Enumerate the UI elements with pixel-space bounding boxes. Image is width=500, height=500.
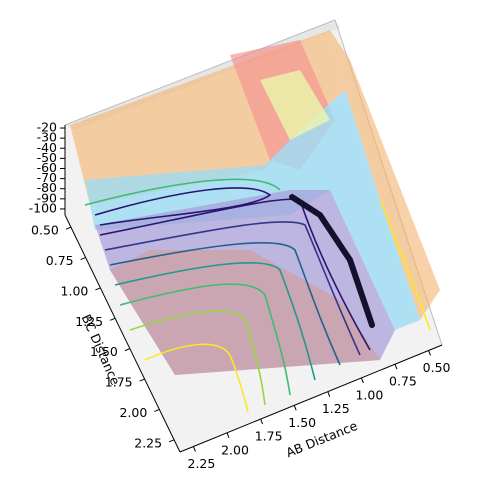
yticks-label: 2.00 bbox=[120, 405, 148, 420]
zticks-label: -20 bbox=[37, 120, 57, 135]
zticks-label: -50 bbox=[37, 150, 57, 165]
xticks-tick bbox=[260, 418, 264, 425]
xticks-label: 1.25 bbox=[322, 401, 350, 416]
yticks-tick bbox=[139, 378, 145, 382]
surface bbox=[70, 30, 440, 375]
yticks-label: 1.50 bbox=[90, 344, 118, 359]
zticks-label: -70 bbox=[37, 170, 57, 185]
xticks-tick bbox=[428, 350, 432, 356]
yticks-label: 0.50 bbox=[31, 223, 59, 238]
xticks-label: 0.50 bbox=[423, 360, 451, 375]
yticks-tick bbox=[168, 439, 175, 443]
zticks-label: -30 bbox=[37, 130, 57, 145]
xticks-tick bbox=[360, 377, 364, 384]
zticks-label: -100 bbox=[29, 200, 57, 215]
xticks-tick bbox=[226, 432, 230, 438]
yticks-label: 1.00 bbox=[61, 283, 89, 298]
yticks-label: 1.25 bbox=[75, 314, 103, 329]
xticks-label: 1.75 bbox=[255, 429, 283, 444]
zticks-label: -90 bbox=[37, 190, 57, 205]
yticks-tick bbox=[65, 226, 72, 230]
yticks-label: 0.75 bbox=[46, 253, 74, 268]
yticks-label: 2.25 bbox=[134, 435, 162, 450]
xticks-label: 0.75 bbox=[389, 374, 417, 389]
xticks-label: 1.00 bbox=[355, 387, 383, 402]
zticks-label: -80 bbox=[37, 180, 57, 195]
yticks-tick bbox=[80, 257, 86, 261]
contours bbox=[84, 178, 431, 413]
xticks-label: 2.00 bbox=[221, 442, 249, 457]
zticks-label: -40 bbox=[37, 140, 57, 155]
xticks-label: 1.50 bbox=[288, 415, 316, 430]
yticks-tick bbox=[124, 348, 131, 352]
yticks-tick bbox=[154, 408, 160, 412]
xticks-tick bbox=[192, 446, 196, 452]
axis-lines bbox=[64, 125, 443, 453]
xticks-tick bbox=[293, 405, 297, 411]
xticks-label: 2.25 bbox=[188, 456, 216, 471]
zticks-label: -60 bbox=[37, 160, 57, 175]
yticks-tick bbox=[109, 317, 116, 321]
yticks-label: 1.75 bbox=[105, 375, 133, 390]
xticks-tick bbox=[394, 364, 398, 370]
yticks-tick bbox=[95, 287, 101, 291]
xticks-tick bbox=[327, 391, 331, 397]
